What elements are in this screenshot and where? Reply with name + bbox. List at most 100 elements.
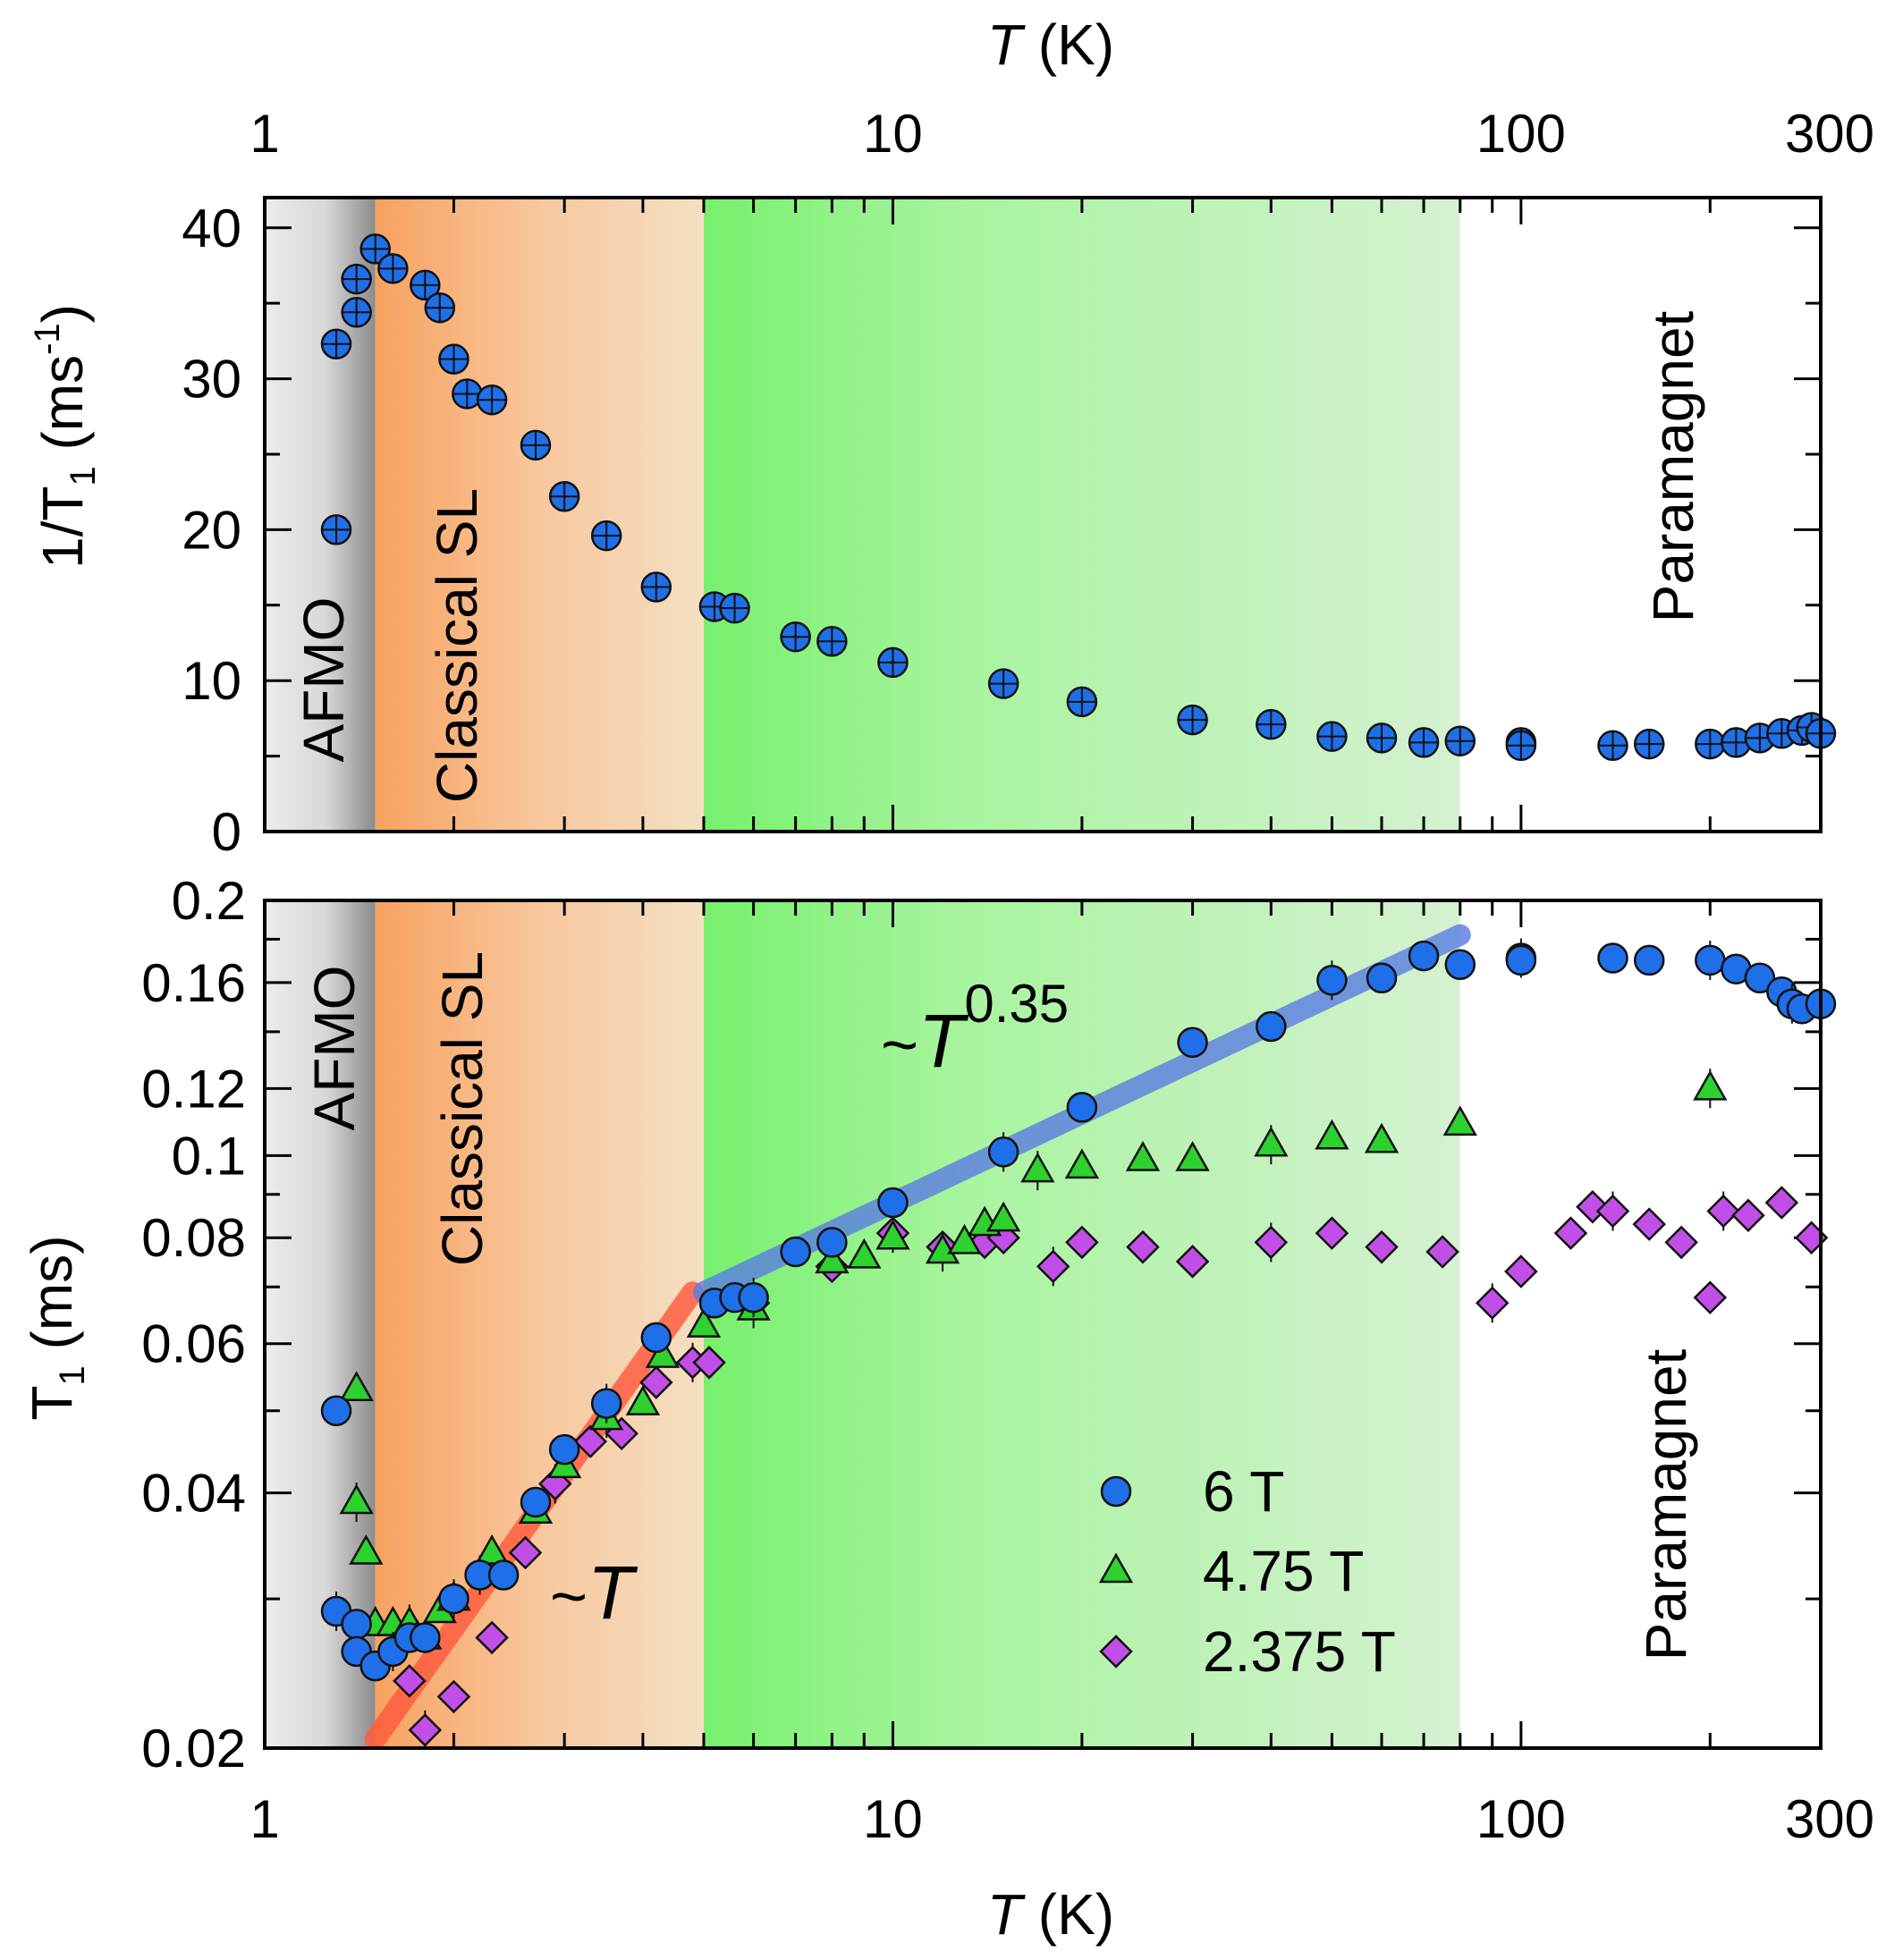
point-4.75t-2 <box>349 1533 384 1565</box>
point-4.75t-28 <box>1175 1140 1210 1171</box>
point-2.375t-22 <box>1315 1216 1349 1250</box>
bottom-points <box>320 938 1837 1750</box>
power-fit-label: ~T0.35 <box>881 974 1069 1083</box>
point-2.375t-27 <box>1553 1216 1588 1250</box>
point-2.375t-6 <box>573 1424 607 1458</box>
point-6t-27 <box>1408 940 1440 972</box>
linear-fit-label: ~T <box>550 1550 639 1635</box>
point-2.375t-20 <box>1175 1245 1210 1279</box>
bottom-y-tick-0.2: 0.2 <box>172 871 246 931</box>
top-plot-frame <box>263 196 1823 833</box>
point-4.75t-29 <box>1254 1126 1289 1157</box>
point-4.75t-15 <box>645 1338 681 1368</box>
point-4.75t-27 <box>1125 1140 1161 1171</box>
point-2.375t-3 <box>475 1620 509 1655</box>
point-4.75t-22 <box>947 1223 982 1255</box>
point-4.75t-0 <box>339 1371 374 1402</box>
point-2.375t-21 <box>1254 1225 1289 1260</box>
point-6t-14 <box>640 1322 672 1354</box>
point-6t-31 <box>1597 942 1628 974</box>
series-6t <box>320 938 1837 1682</box>
region-paramagnet <box>1459 900 1821 1748</box>
top-x-tick-1: 1 <box>249 104 279 164</box>
bottom-y-tick-0.16: 0.16 <box>141 953 246 1013</box>
point-6t-32 <box>1633 944 1665 976</box>
top-y-tick-20: 20 <box>182 500 241 560</box>
top-region-classical-sl-label: Classical SL <box>425 488 489 803</box>
point-2.375t-4 <box>508 1535 543 1570</box>
top-x-tick-100: 100 <box>1476 104 1566 164</box>
region-AFMO <box>265 900 376 1748</box>
top-y-axis-title: 1/T1 (ms-1) <box>28 304 103 569</box>
point-6t-19 <box>816 1227 848 1258</box>
point-2.375t-17 <box>1036 1249 1070 1284</box>
point-2.375t-2 <box>436 1679 471 1714</box>
top-x-tick-300: 300 <box>1785 104 1874 164</box>
point-6t-7 <box>410 1622 441 1653</box>
top-x-tick-10: 10 <box>863 104 923 164</box>
point-2.375t-23 <box>1365 1229 1399 1264</box>
point-6t-26 <box>1366 962 1398 994</box>
legend-entry-2.375t: 2.375 T <box>1099 1619 1396 1684</box>
point-6t-12 <box>548 1433 580 1466</box>
legend-symbol-2.375t <box>1099 1635 1133 1669</box>
point-4.75t-24 <box>985 1201 1021 1232</box>
top-panel: 1 10 100 300 0 10 20 30 40 1/T1 (ms-1) A… <box>28 104 1874 862</box>
point-2.375t-35 <box>1764 1186 1799 1220</box>
point-4.75t-1 <box>339 1483 374 1515</box>
bottom-y-tick-0.08: 0.08 <box>141 1208 246 1268</box>
top-regions <box>265 198 1821 832</box>
point-6t-8 <box>438 1583 469 1615</box>
point-6t-0 <box>320 1395 352 1427</box>
point-2.375t-30 <box>1632 1207 1667 1241</box>
point-6t-11 <box>520 1486 552 1518</box>
bottom-y-tick-0.04: 0.04 <box>141 1464 246 1524</box>
point-2.375t-19 <box>1126 1229 1160 1264</box>
point-4.75t-25 <box>1020 1152 1055 1183</box>
bottom-y-tick-0.06: 0.06 <box>141 1314 246 1374</box>
point-6t-18 <box>780 1236 811 1268</box>
point-4.75t-19 <box>847 1238 882 1269</box>
point-4.75t-20 <box>875 1219 910 1250</box>
point-4.75t-30 <box>1315 1119 1349 1150</box>
point-6t-17 <box>738 1281 769 1314</box>
point-2.375t-32 <box>1693 1280 1728 1314</box>
point-2.375t-1 <box>408 1713 443 1747</box>
top-y-tick-10: 10 <box>182 651 241 711</box>
point-2.375t-26 <box>1504 1255 1538 1288</box>
legend-entry-6t: 6 T <box>1100 1459 1284 1524</box>
point-6t-25 <box>1316 965 1348 996</box>
point-4.75t-26 <box>1064 1148 1100 1179</box>
point-2.375t-33 <box>1706 1194 1740 1229</box>
point-6t-30 <box>1505 944 1537 976</box>
top-points <box>320 233 1837 762</box>
bottom-y-axis-title: T1 (ms) <box>20 1235 92 1420</box>
bottom-plot-frame <box>263 899 1823 1750</box>
point-2.375t-18 <box>1065 1225 1099 1260</box>
legend-marker-4.75t <box>1098 1552 1134 1584</box>
legend: 6 T 4.75 T 2.375 T <box>1098 1459 1396 1684</box>
legend-symbol-4.75t <box>1098 1552 1134 1584</box>
point-6t-20 <box>877 1187 909 1219</box>
point-4.75t-14 <box>625 1385 661 1415</box>
point-6t-22 <box>1066 1092 1098 1123</box>
point-6t-21 <box>987 1136 1019 1168</box>
bottom-region-paramagnet-label: Paramagnet <box>1634 1348 1698 1660</box>
bottom-x-axis-title: T (K) <box>987 1882 1114 1947</box>
point-2.375t-10 <box>692 1346 726 1380</box>
point-4.75t-10 <box>474 1533 510 1565</box>
legend-label-6t: 6 T <box>1203 1459 1284 1524</box>
bottom-y-tick-0.1: 0.1 <box>172 1126 246 1186</box>
legend-marker-6t <box>1100 1475 1132 1508</box>
point-6t-24 <box>1256 1010 1287 1043</box>
top-x-axis-title: T (K) <box>987 13 1114 77</box>
point-6t-28 <box>1444 949 1476 981</box>
point-4.75t-31 <box>1364 1122 1400 1153</box>
point-6t-13 <box>590 1388 622 1419</box>
top-y-tick-30: 30 <box>182 350 241 410</box>
legend-label-2.375t: 2.375 T <box>1203 1619 1396 1684</box>
point-4.75t-32 <box>1442 1105 1477 1136</box>
point-2.375t-25 <box>1475 1286 1510 1321</box>
point-6t-35 <box>1744 962 1776 994</box>
